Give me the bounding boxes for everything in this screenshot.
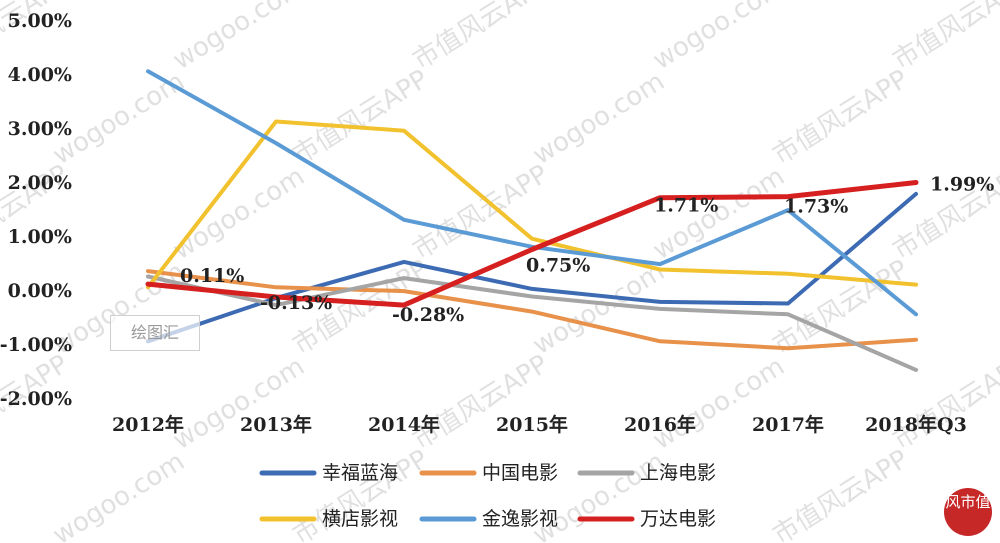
watermark-text: wogoo.com <box>528 67 670 171</box>
data-label: 0.11% <box>180 265 244 287</box>
x-tick-label: 2016年 <box>624 413 696 436</box>
y-tick-label: 4.00% <box>8 64 72 86</box>
y-tick-label: 1.00% <box>8 226 72 248</box>
y-tick-label: 5.00% <box>8 10 72 32</box>
legend-label: 上海电影 <box>640 462 716 484</box>
x-tick-label: 2014年 <box>368 413 440 436</box>
series-line <box>146 274 918 372</box>
series-line <box>146 119 918 290</box>
y-tick-label: 3.00% <box>8 118 72 140</box>
watermark-text: wogoo.com <box>48 447 190 543</box>
watermark-text: wogoo.com <box>168 0 310 76</box>
data-label: 1.71% <box>654 195 718 217</box>
brand-logo-text: 风市值 <box>945 493 991 511</box>
legend-label: 横店影视 <box>322 508 398 530</box>
watermark-text: wogoo.com <box>168 352 310 456</box>
series-lines <box>145 69 919 372</box>
series-line <box>146 269 918 351</box>
watermark-text: 市值风云APP <box>408 0 554 76</box>
legend-label: 幸福蓝海 <box>322 462 398 484</box>
x-axis: 2012年 2013年 2014年 2015年 2016年 2017年 2018年Q3 <box>112 413 967 436</box>
data-label: 1.73% <box>784 196 848 218</box>
series-line <box>146 69 918 317</box>
x-tick-label: 2013年 <box>240 413 312 436</box>
data-label: 0.75% <box>526 255 590 277</box>
watermark-text: 市值风云APP <box>888 0 1000 76</box>
x-tick-label: 2012年 <box>112 413 184 436</box>
data-label: -0.13% <box>260 292 332 314</box>
legend-label: 万达电影 <box>640 508 716 530</box>
series-line <box>145 180 919 308</box>
y-tick-label: -2.00% <box>0 388 72 410</box>
legend-label: 金逸影视 <box>482 508 558 530</box>
watermark-stamp: 绘图汇 <box>110 315 200 351</box>
data-labels: 0.11% -0.13% -0.28% 0.75% 1.71% 1.73% 1.99% <box>180 174 994 327</box>
watermark-text: 市值风云APP <box>288 64 434 171</box>
watermark-text: wogoo.com <box>168 162 310 266</box>
watermark-text: wogoo.com <box>648 352 790 456</box>
x-tick-label: 2018年Q3 <box>865 413 967 436</box>
y-axis: -2.00% -1.00% 0.00% 1.00% 2.00% 3.00% 4.00% 5.0… <box>0 10 72 410</box>
watermark-text: 市值风云APP <box>768 64 914 171</box>
watermark-text: 市值风云APP <box>408 349 554 456</box>
y-tick-label: -1.00% <box>0 334 72 356</box>
y-tick-label: 2.00% <box>8 172 72 194</box>
watermark-text: 市值风云APP <box>768 444 914 543</box>
data-label: 1.99% <box>930 174 994 196</box>
watermark-text: wogoo.com <box>648 0 790 76</box>
x-tick-label: 2015年 <box>496 413 568 436</box>
data-label: -0.28% <box>392 304 464 326</box>
legend-label: 中国电影 <box>482 462 558 484</box>
y-tick-label: 0.00% <box>8 280 72 302</box>
brand-logo: 风市值 <box>944 488 992 536</box>
x-tick-label: 2017年 <box>752 413 824 436</box>
